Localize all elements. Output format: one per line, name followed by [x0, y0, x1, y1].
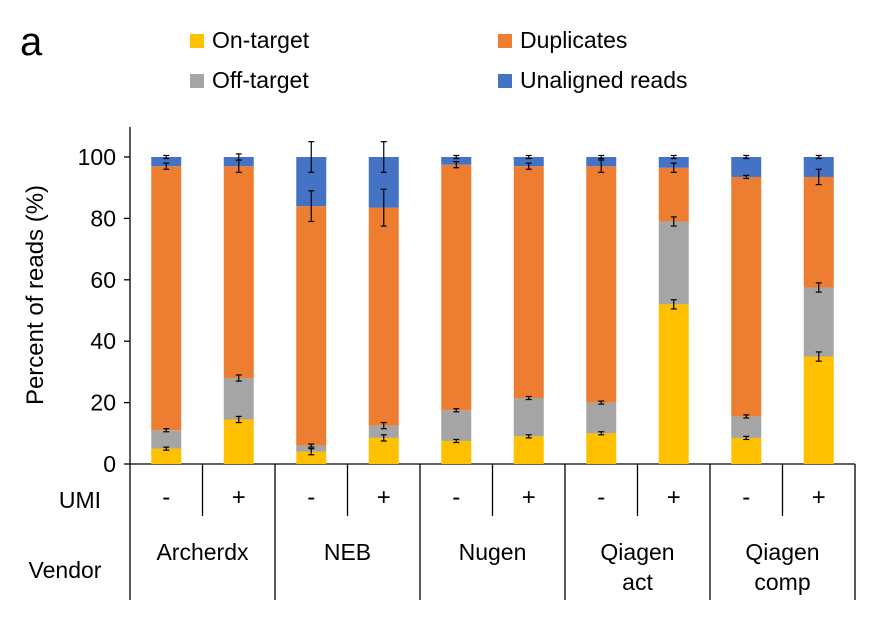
bar-duplicates-3	[368, 207, 399, 426]
umi-label-1: +	[232, 484, 246, 511]
bar-on-target-4	[441, 440, 472, 464]
y-tick-label-1: 20	[90, 390, 116, 416]
bar-off-target-3	[368, 425, 399, 438]
bar-on-target-6	[586, 433, 617, 464]
y-tick-label-0: 0	[103, 451, 116, 477]
bar-on-target-7	[658, 304, 689, 464]
bar-unaligned-reads-5	[513, 157, 544, 167]
y-axis-label: Percent of reads (%)	[22, 185, 49, 405]
bar-off-target-9	[803, 287, 834, 357]
bar-on-target-8	[731, 437, 762, 464]
bar-off-target-8	[731, 416, 762, 438]
bar-on-target-3	[368, 437, 399, 464]
legend-swatch-3	[498, 74, 512, 88]
bar-unaligned-reads-4	[441, 157, 472, 165]
bar-duplicates-0	[151, 166, 182, 431]
bar-unaligned-reads-0	[151, 157, 182, 167]
bar-duplicates-5	[513, 166, 544, 398]
umi-label-3: +	[377, 484, 391, 511]
umi-label-8: -	[742, 484, 750, 511]
legend-swatch-0	[190, 34, 204, 48]
bar-off-target-7	[658, 221, 689, 305]
vendor-label-3-1: act	[622, 569, 653, 595]
bar-on-target-1	[223, 419, 254, 464]
vendor-label-4-1: comp	[754, 569, 810, 595]
bar-duplicates-4	[441, 164, 472, 411]
bar-on-target-2	[296, 451, 327, 464]
y-tick-label-2: 40	[90, 328, 116, 354]
bar-duplicates-8	[731, 176, 762, 417]
category-table: UMI Vendor - + - + - + - + - + Archerdx NEB Nugen Qia…	[29, 464, 856, 600]
legend-label-0: On-target	[212, 27, 310, 53]
bar-off-target-6	[586, 402, 617, 434]
error-bars	[163, 141, 822, 456]
umi-label-6: -	[597, 484, 605, 511]
legend-label-2: Off-target	[212, 67, 309, 93]
bar-duplicates-9	[803, 176, 834, 288]
y-tick-label-3: 60	[90, 267, 116, 293]
vendor-row-label: Vendor	[29, 557, 102, 583]
bar-off-target-5	[513, 397, 544, 437]
bar-unaligned-reads-7	[658, 157, 689, 168]
umi-label-2: -	[307, 484, 315, 511]
bar-off-target-0	[151, 430, 182, 449]
bar-duplicates-6	[586, 166, 617, 403]
umi-row-label: UMI	[59, 487, 101, 513]
vendor-label-2-0: Nugen	[459, 539, 527, 565]
panel-label: a	[20, 20, 43, 64]
legend-label-1: Duplicates	[520, 27, 627, 53]
bar-on-target-9	[803, 356, 834, 464]
vendor-label-3-0: Qiagen	[600, 539, 674, 565]
vendor-label-1-0: NEB	[324, 539, 371, 565]
vendor-label-4-0: Qiagen	[745, 539, 819, 565]
y-tick-label-5: 100	[78, 144, 116, 170]
umi-label-5: +	[522, 484, 536, 511]
bar-off-target-4	[441, 410, 472, 441]
legend-swatch-2	[190, 74, 204, 88]
bar-duplicates-1	[223, 166, 254, 379]
bar-unaligned-reads-9	[803, 157, 834, 177]
legend: On-target Duplicates Off-target Unaligned r…	[190, 27, 688, 93]
umi-label-7: +	[667, 484, 681, 511]
bar-off-target-1	[223, 378, 254, 420]
bars	[151, 157, 834, 464]
bar-on-target-5	[513, 436, 544, 464]
legend-swatch-1	[498, 34, 512, 48]
legend-label-3: Unaligned reads	[520, 67, 688, 93]
umi-label-4: -	[452, 484, 460, 511]
umi-label-9: +	[812, 484, 826, 511]
bar-duplicates-2	[296, 206, 327, 446]
bar-duplicates-7	[658, 167, 689, 222]
umi-label-0: -	[162, 484, 170, 511]
bar-on-target-0	[151, 448, 182, 464]
y-tick-label-4: 80	[90, 205, 116, 231]
vendor-label-0-0: Archerdx	[156, 539, 249, 565]
bar-unaligned-reads-8	[731, 157, 762, 177]
